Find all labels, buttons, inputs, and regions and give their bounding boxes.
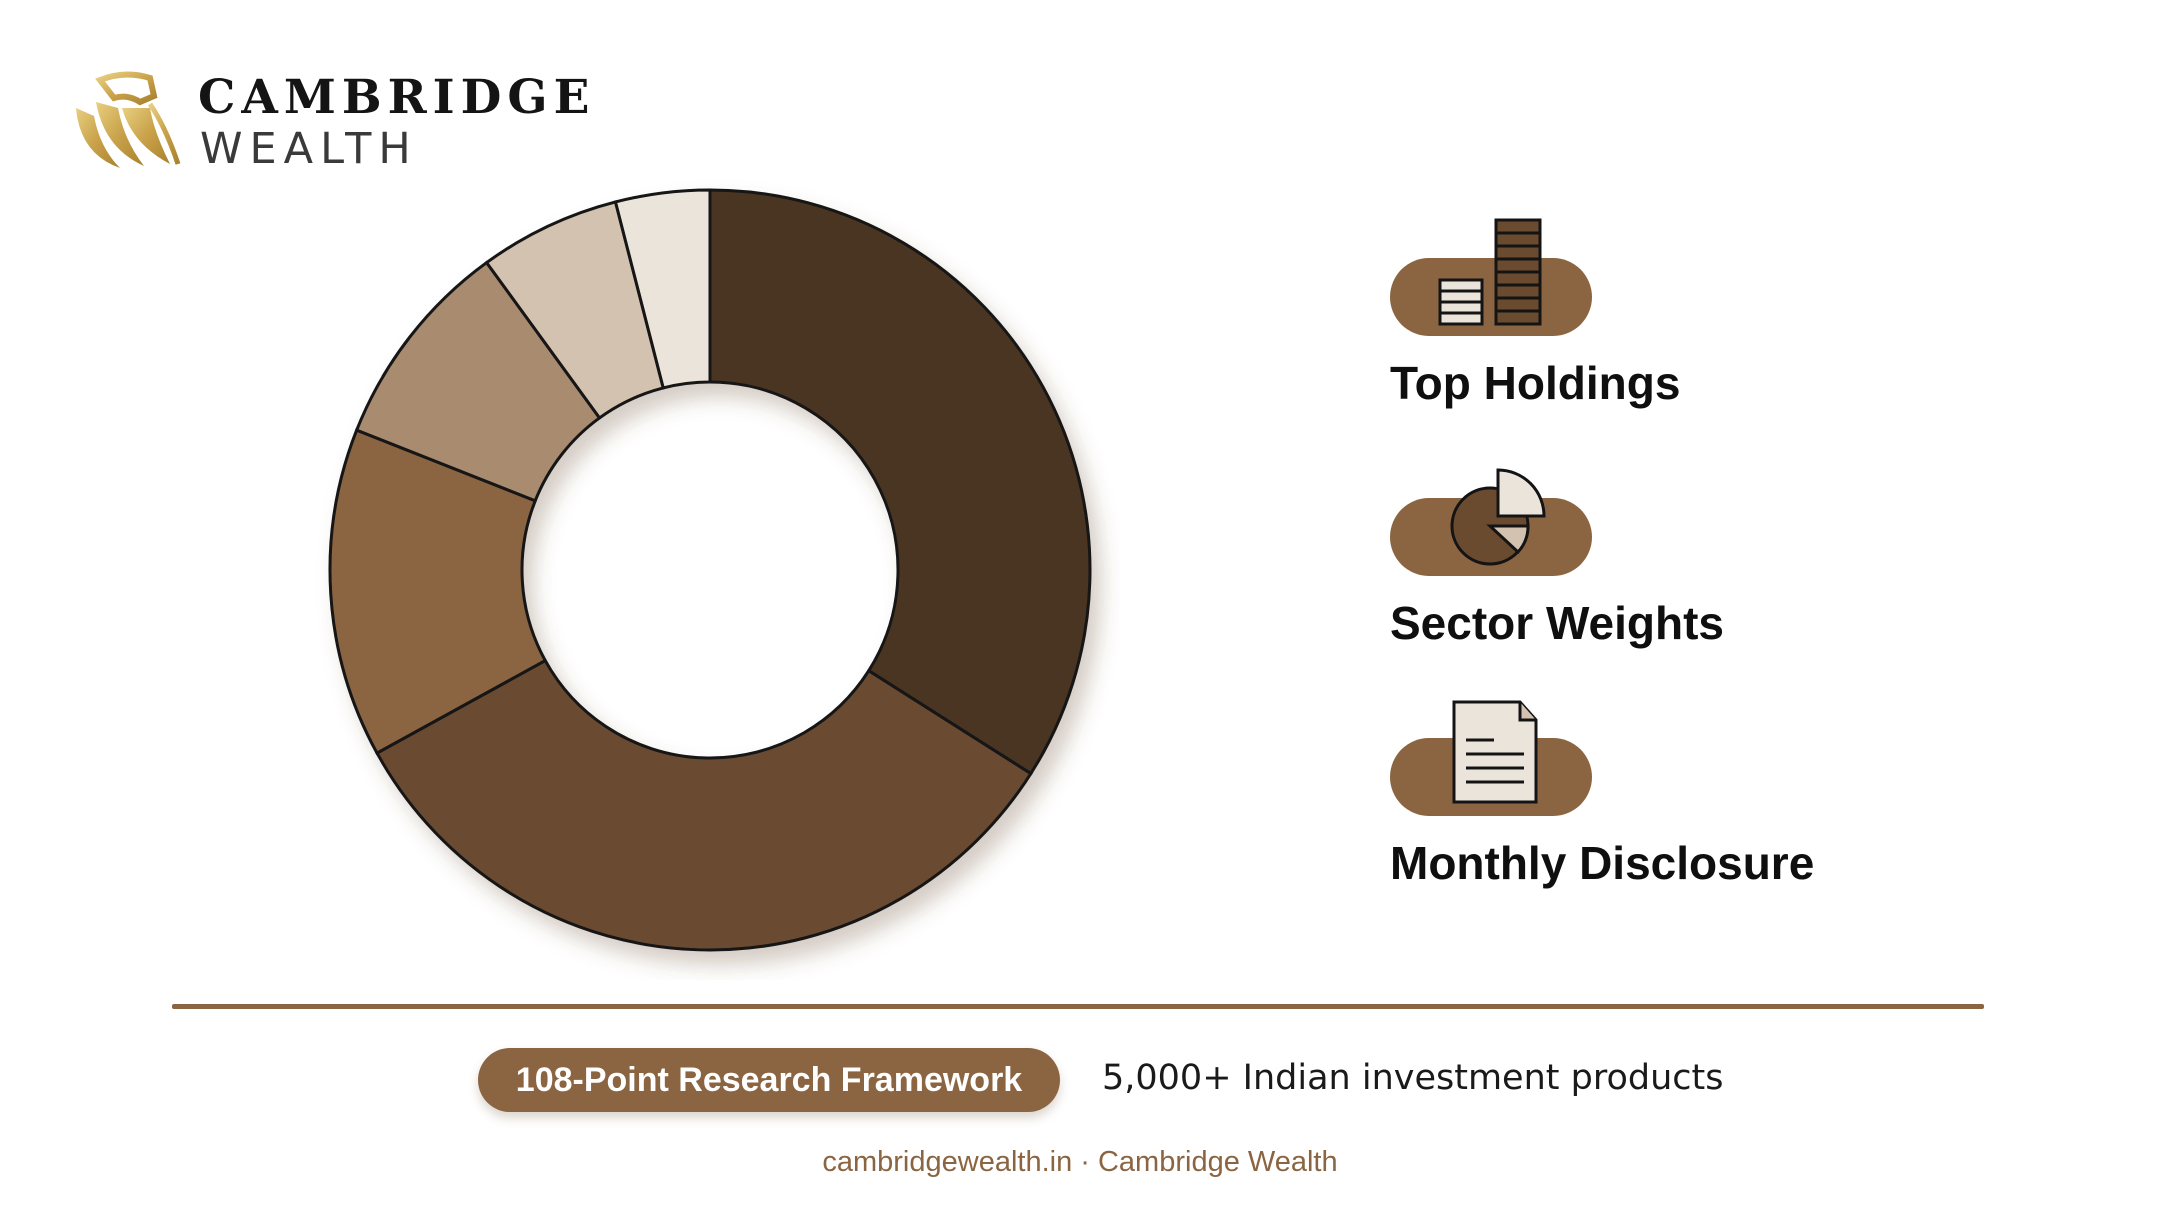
feature-monthly-disclosure: Monthly Disclosure (1390, 700, 1990, 902)
bar-chart-icon (1438, 218, 1542, 326)
feature-label: Top Holdings (1390, 357, 1681, 409)
donut-slice-3 (328, 428, 548, 756)
feature-label: Monthly Disclosure (1390, 837, 1815, 889)
feature-icon-pill (1390, 700, 1592, 816)
framework-badge: 108-Point Research Framework (478, 1048, 1060, 1112)
donut-slice-6 (613, 188, 712, 390)
products-count-text: 5,000+ Indian investment products (1102, 1058, 1724, 1098)
donut-slice-1 (708, 188, 1092, 776)
brand-logo: CAMBRIDGE WEALTH (70, 62, 590, 174)
brand-subtitle: WEALTH (200, 124, 418, 174)
pie-chart-icon (1450, 468, 1546, 566)
divider-line (172, 1004, 1984, 1009)
brand-name: CAMBRIDGE (198, 70, 596, 125)
lion-logo-icon (76, 71, 181, 168)
feature-sector-weights: Sector Weights (1390, 462, 1990, 662)
feature-icon-pill (1390, 218, 1592, 336)
footer-text: cambridgewealth.in · Cambridge Wealth (822, 1146, 1338, 1178)
document-icon (1452, 700, 1538, 804)
feature-icon-pill (1390, 468, 1592, 576)
donut-chart (328, 188, 1092, 952)
feature-label: Sector Weights (1390, 597, 1724, 649)
feature-top-holdings: Top Holdings (1390, 218, 1990, 422)
donut-slice-2 (374, 658, 1033, 952)
